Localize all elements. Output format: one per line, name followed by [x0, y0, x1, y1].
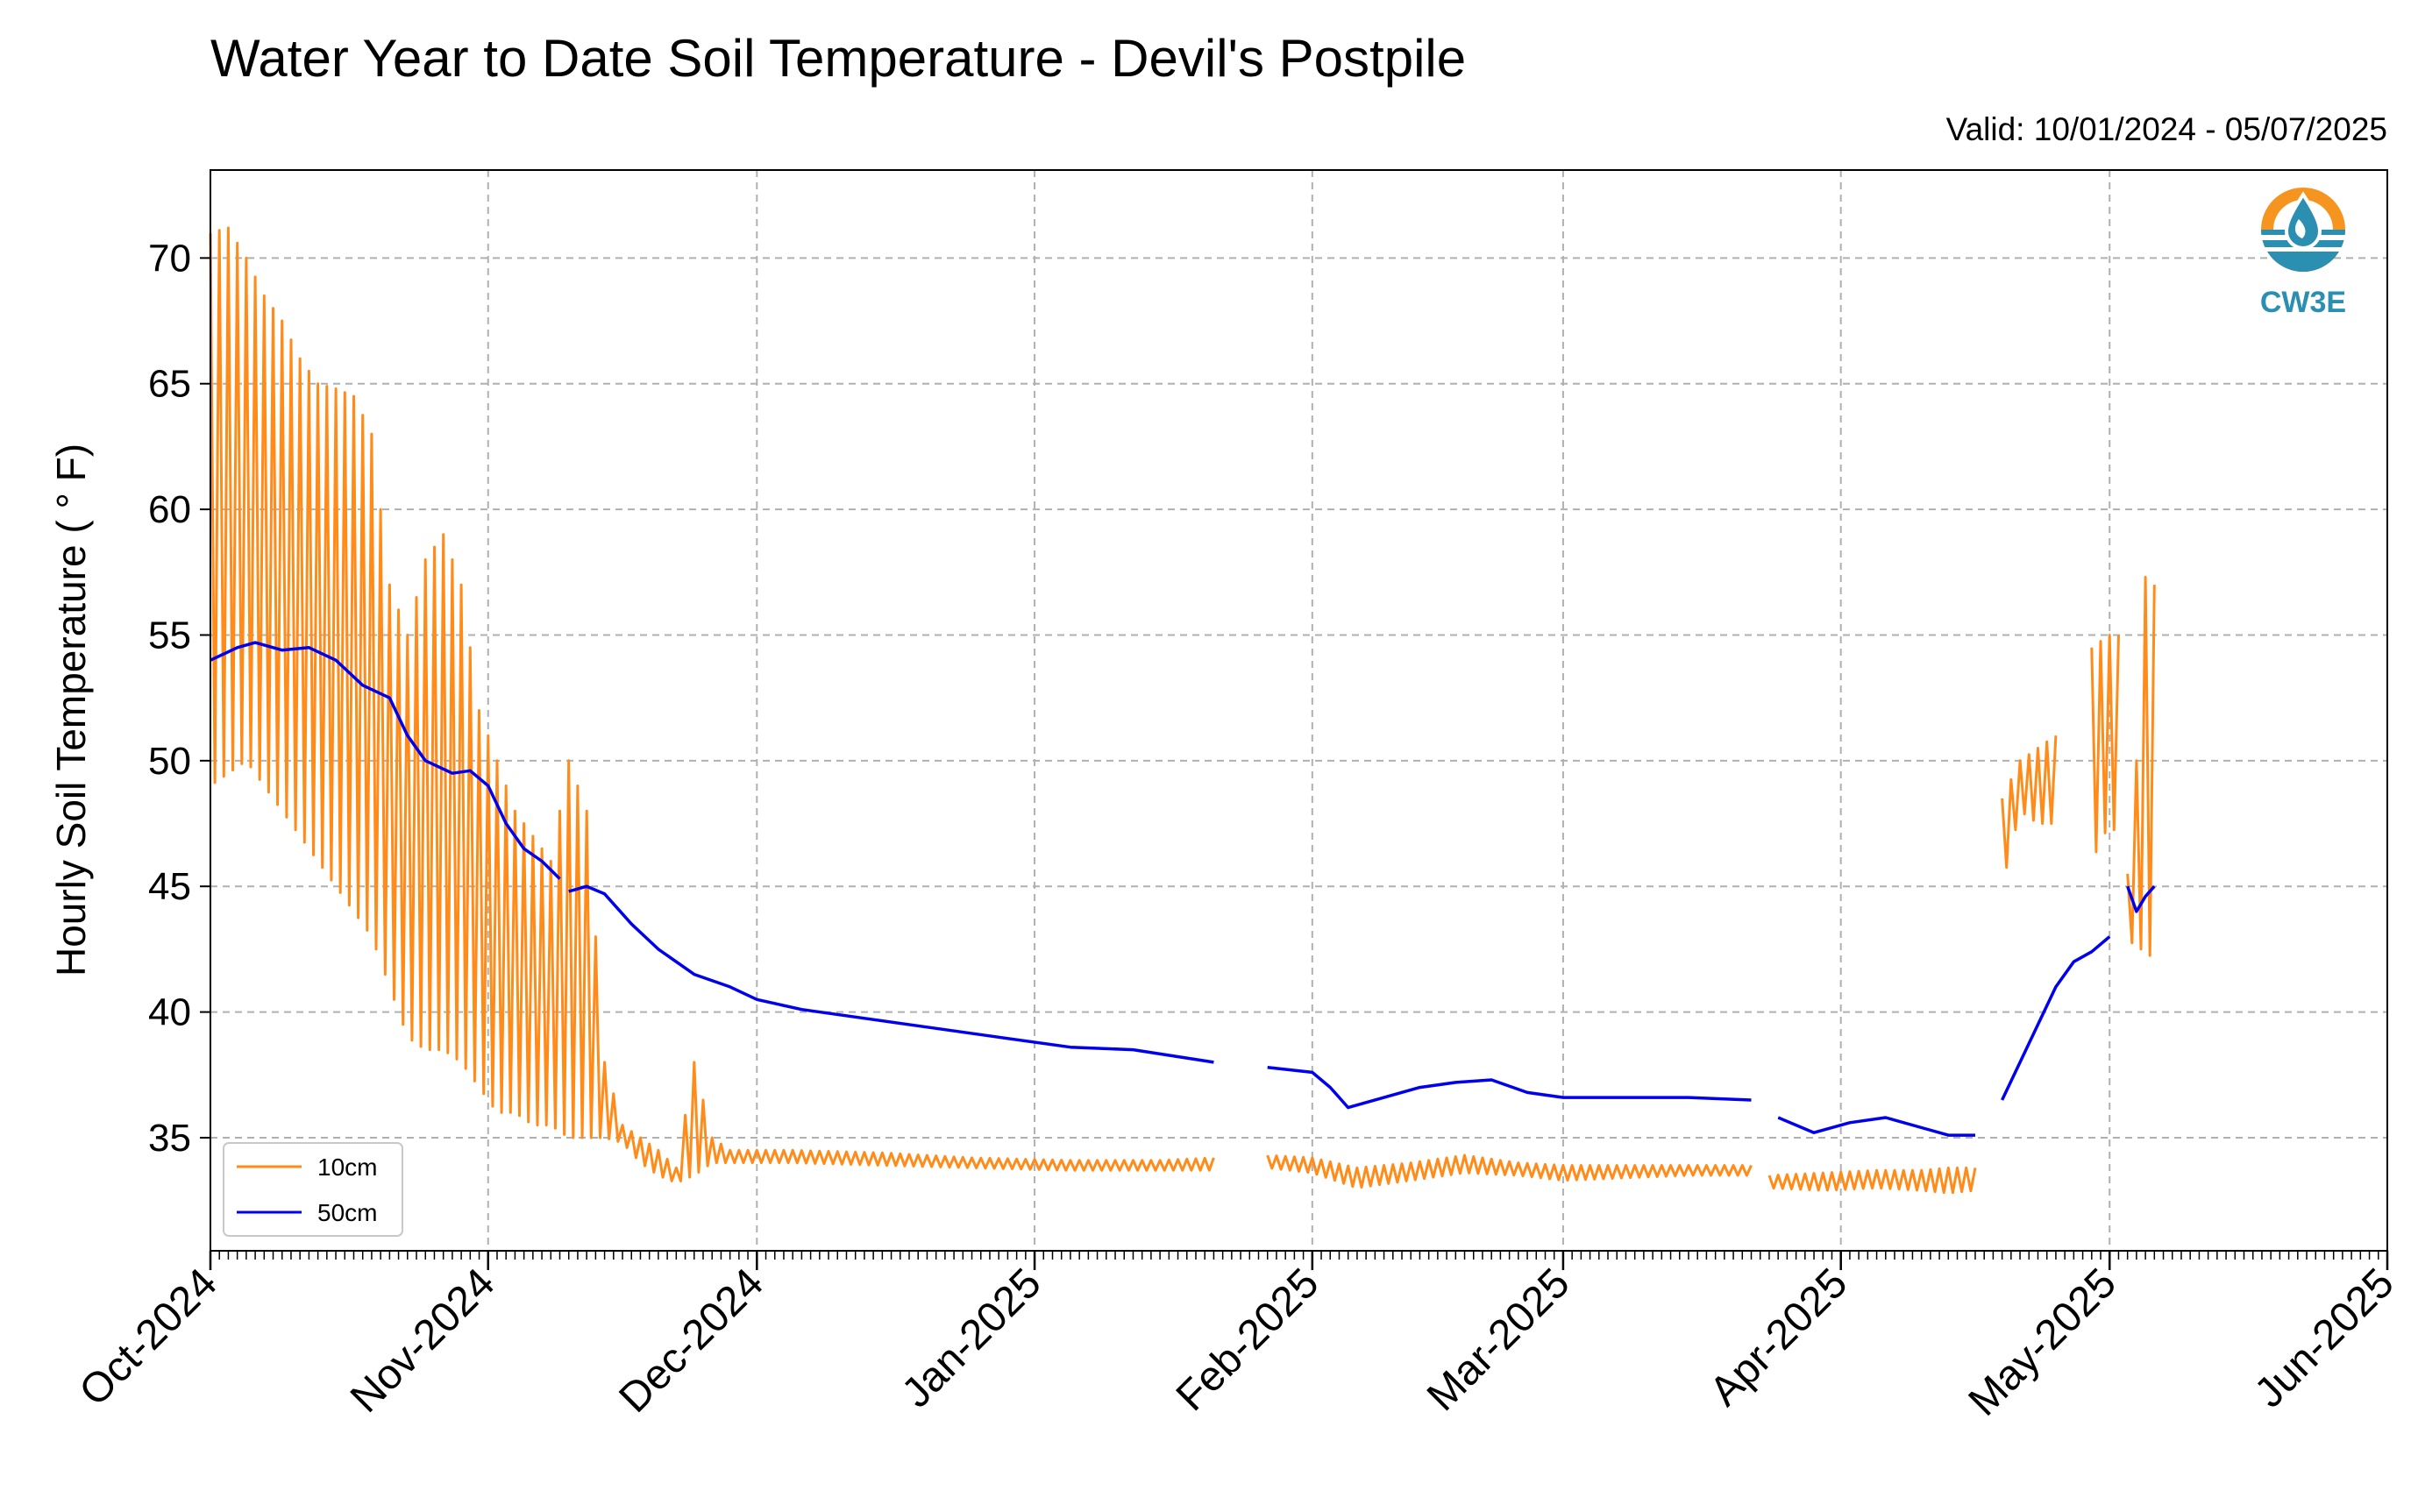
- x-tick-label: May-2025: [1960, 1260, 2125, 1424]
- y-tick-label: 50: [148, 740, 191, 783]
- y-axis: 35 40 45 50 55 60 65 70: [148, 237, 210, 1160]
- x-tick-label: Feb-2025: [1168, 1260, 1328, 1420]
- plot-frame: [210, 169, 2388, 1252]
- legend-label-10cm: 10cm: [317, 1154, 377, 1181]
- x-axis: Oct-2024 Nov-2024 Dec-2024 Jan-2025 Feb-2025…: [71, 1251, 2403, 1425]
- y-tick-label: 60: [148, 488, 191, 531]
- series-line-10cm: [1266, 1154, 1753, 1189]
- series-line-50cm: [210, 641, 561, 880]
- series-line-50cm: [1777, 1116, 1975, 1137]
- series-line-10cm: [209, 226, 1215, 1182]
- y-tick-label: 70: [148, 237, 191, 280]
- y-tick-label: 35: [148, 1117, 191, 1160]
- x-tick-label: Dec-2024: [610, 1260, 772, 1422]
- y-axis-label: Hourly Soil Temperature ( ° F): [48, 444, 94, 976]
- series-line-50cm: [1267, 1065, 1752, 1110]
- chart-title: Water Year to Date Soil Temperature - De…: [210, 29, 1466, 88]
- series-layer: [209, 226, 2156, 1195]
- valid-range-label: Valid: 10/01/2024 - 05/07/2025: [1946, 111, 2387, 147]
- legend-label-50cm: 50cm: [317, 1199, 377, 1226]
- series-line-10cm: [2126, 576, 2156, 957]
- series-line-50cm: [568, 884, 1214, 1064]
- logo-text: CW3E: [2260, 286, 2346, 319]
- series-line-10cm: [2001, 735, 2058, 870]
- y-tick-label: 55: [148, 614, 191, 657]
- x-tick-label: Oct-2024: [71, 1260, 226, 1415]
- cw3e-logo: CW3E: [2260, 188, 2346, 319]
- x-tick-label: Jan-2025: [893, 1260, 1050, 1416]
- x-tick-label: Apr-2025: [1701, 1260, 1856, 1415]
- series-line-50cm: [2126, 885, 2156, 913]
- y-tick-label: 65: [148, 363, 191, 406]
- grid: [210, 170, 2388, 1251]
- x-tick-label: Mar-2025: [1419, 1260, 1579, 1420]
- y-tick-label: 45: [148, 865, 191, 908]
- y-tick-label: 40: [148, 991, 191, 1034]
- series-line-10cm: [2090, 634, 2120, 854]
- x-tick-label: Jun-2025: [2246, 1260, 2403, 1416]
- legend: 10cm 50cm: [223, 1142, 403, 1237]
- x-tick-label: Nov-2024: [342, 1260, 504, 1422]
- series-line-10cm: [1767, 1166, 1977, 1195]
- series-line-50cm: [2001, 935, 2111, 1101]
- water-drop-icon: [2284, 191, 2322, 250]
